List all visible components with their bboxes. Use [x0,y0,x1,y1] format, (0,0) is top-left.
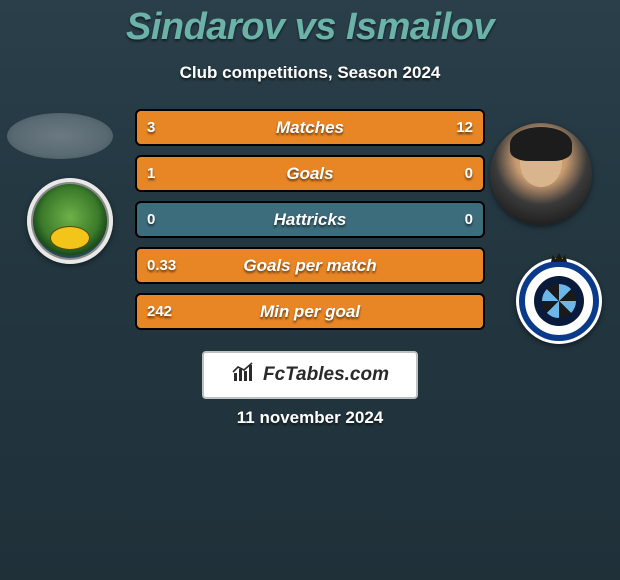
stat-row-hattricks: 0 Hattricks 0 [135,201,485,238]
stat-row-goals-per-match: 0.33 Goals per match [135,247,485,284]
stat-row-matches: 3 Matches 12 [135,109,485,146]
bar-chart-icon [231,361,257,389]
stat-value-right: 12 [456,111,473,144]
page-subtitle: Club competitions, Season 2024 [0,63,620,83]
date: 11 november 2024 [0,408,620,428]
stat-label: Goals [137,157,483,190]
stat-label: Goals per match [137,249,483,282]
stat-label: Matches [137,111,483,144]
branding: FcTables.com [202,351,418,399]
stat-row-goals: 1 Goals 0 [135,155,485,192]
stat-label: Hattricks [137,203,483,236]
branding-text: FcTables.com [263,364,389,386]
stat-value-right: 0 [465,157,473,190]
stats-panel: 3 Matches 12 1 Goals 0 0 Hattricks 0 0.3… [0,100,620,339]
stat-label: Min per goal [137,295,483,328]
page-title: Sindarov vs Ismailov [0,0,620,49]
stat-value-right: 0 [465,203,473,236]
stat-row-min-per-goal: 242 Min per goal [135,293,485,330]
